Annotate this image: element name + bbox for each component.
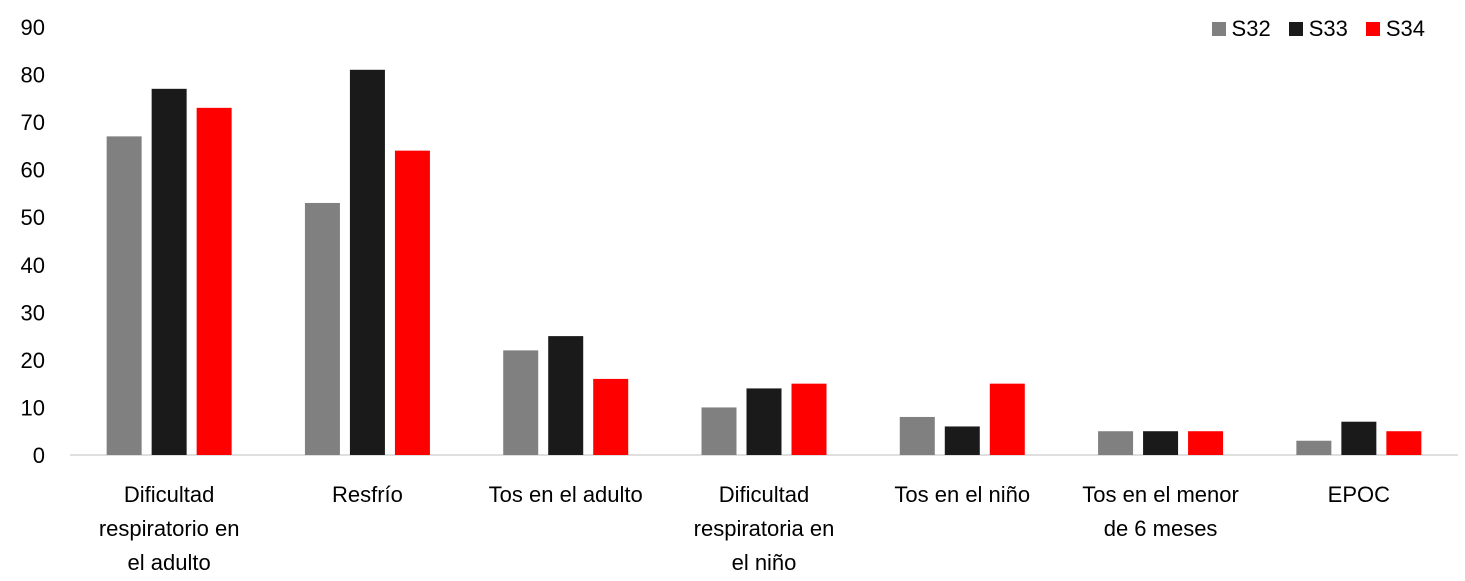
legend-label-s32: S32	[1231, 16, 1271, 41]
x-tick-label: Resfrío	[332, 482, 403, 507]
x-tick-label: respiratorio en	[99, 516, 240, 541]
y-tick-label: 40	[21, 253, 45, 278]
y-tick-label: 90	[21, 15, 45, 40]
bar	[1143, 431, 1179, 455]
legend-label-s34: S34	[1385, 16, 1425, 41]
x-tick-label: Tos en el niño	[894, 482, 1030, 507]
y-tick-label: 10	[21, 395, 45, 420]
bar	[701, 407, 737, 455]
bar	[1188, 431, 1224, 455]
x-tick-label: el adulto	[128, 550, 211, 575]
bar	[989, 383, 1025, 455]
x-tick-label: de 6 meses	[1104, 516, 1218, 541]
legend-label-s33: S33	[1308, 16, 1348, 41]
y-tick-label: 30	[21, 300, 45, 325]
bar	[1098, 431, 1134, 455]
x-tick-label: Tos en el adulto	[489, 482, 643, 507]
bar	[791, 383, 827, 455]
bar	[196, 107, 232, 455]
legend-swatch-s32	[1211, 22, 1226, 36]
legend-swatch-s33	[1288, 22, 1303, 36]
y-tick-label: 50	[21, 205, 45, 230]
y-tick-label: 20	[21, 348, 45, 373]
x-tick-label: EPOC	[1328, 482, 1390, 507]
bar	[548, 336, 584, 455]
bar	[151, 88, 187, 456]
y-tick-label: 70	[21, 110, 45, 135]
bar	[304, 202, 340, 455]
bar	[1341, 421, 1377, 455]
x-tick-label: Dificultad	[124, 482, 214, 507]
bar	[1296, 440, 1332, 455]
y-tick-label: 60	[21, 158, 45, 183]
legend-item-s34: S34	[1365, 16, 1425, 42]
bar	[106, 136, 142, 455]
bar	[899, 416, 935, 455]
x-tick-label: el niño	[732, 550, 797, 575]
legend-swatch-s34	[1365, 22, 1380, 36]
bar	[394, 150, 430, 455]
legend-item-s32: S32	[1211, 16, 1271, 42]
bar	[593, 378, 629, 455]
bar	[503, 350, 539, 455]
bar	[944, 426, 980, 455]
legend-item-s33: S33	[1288, 16, 1348, 42]
y-tick-label: 80	[21, 63, 45, 88]
legend: S32 S33 S34	[1211, 16, 1425, 42]
bar	[349, 69, 385, 456]
x-tick-label: respiratoria en	[694, 516, 835, 541]
bar	[1386, 431, 1422, 455]
x-tick-label: Tos en el menor	[1082, 482, 1239, 507]
bar	[746, 388, 782, 455]
y-tick-label: 0	[33, 443, 45, 468]
x-tick-label: Dificultad	[719, 482, 809, 507]
